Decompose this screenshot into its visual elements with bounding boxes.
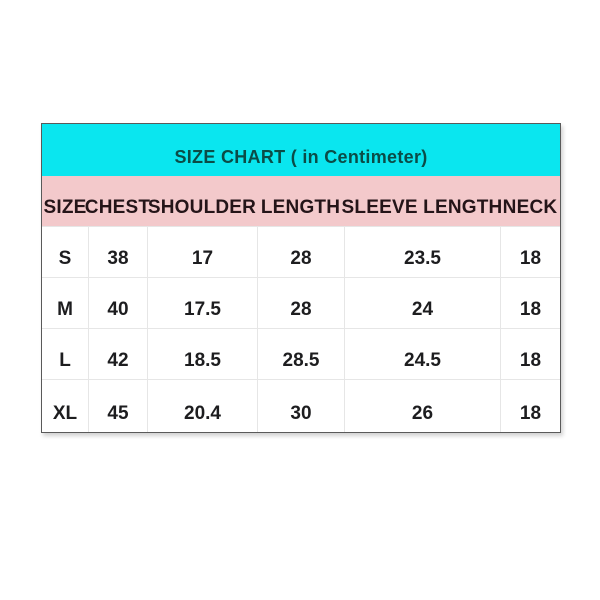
size-chart-table: SIZE CHART ( in Centimeter) SIZE CHEST S… bbox=[41, 123, 561, 433]
table-row-l: L 42 18.5 28.5 24.5 18 bbox=[42, 328, 560, 379]
column-header-shoulder: SHOULDER bbox=[147, 197, 257, 218]
cell-sleeve-length: 23.5 bbox=[344, 227, 500, 277]
table-row-s: S 38 17 28 23.5 18 bbox=[42, 226, 560, 277]
cell-size: L bbox=[59, 350, 71, 371]
cell-chest: 40 bbox=[88, 278, 147, 328]
cell-length: 28.5 bbox=[257, 329, 344, 379]
cell-shoulder: 18.5 bbox=[147, 329, 257, 379]
cell-sleeve-length: 24 bbox=[344, 278, 500, 328]
cell-size: S bbox=[58, 248, 72, 269]
cell-size: XL bbox=[52, 403, 78, 424]
column-header-chest: CHEST bbox=[84, 197, 151, 218]
cell-sleeve-length: 24.5 bbox=[344, 329, 500, 379]
cell-length: 28 bbox=[257, 278, 344, 328]
cell-shoulder: 17 bbox=[147, 227, 257, 277]
cell-neck: 18 bbox=[500, 227, 560, 277]
table-row-m: M 40 17.5 28 24 18 bbox=[42, 277, 560, 328]
table-row-xl: XL 45 20.4 30 26 18 bbox=[42, 379, 560, 432]
cell-neck: 18 bbox=[500, 278, 560, 328]
cell-length: 28 bbox=[257, 227, 344, 277]
column-header-size: SIZE bbox=[43, 197, 87, 218]
cell-neck: 18 bbox=[500, 329, 560, 379]
cell-shoulder: 17.5 bbox=[147, 278, 257, 328]
cell-size: M bbox=[57, 299, 73, 320]
column-header-neck: NECK bbox=[502, 197, 558, 218]
cell-shoulder: 20.4 bbox=[147, 380, 257, 432]
size-chart-title-band: SIZE CHART ( in Centimeter) bbox=[42, 124, 560, 176]
size-chart-title: SIZE CHART ( in Centimeter) bbox=[174, 147, 428, 167]
cell-chest: 38 bbox=[88, 227, 147, 277]
size-chart-header-row: SIZE CHEST SHOULDER LENGTH SLEEVE LENGTH… bbox=[42, 176, 560, 226]
cell-length: 30 bbox=[257, 380, 344, 432]
column-header-sleeve-length: SLEEVE LENGTH bbox=[341, 197, 503, 218]
cell-chest: 42 bbox=[88, 329, 147, 379]
column-header-length: LENGTH bbox=[260, 197, 341, 218]
cell-sleeve-length: 26 bbox=[344, 380, 500, 432]
cell-neck: 18 bbox=[500, 380, 560, 432]
cell-chest: 45 bbox=[88, 380, 147, 432]
